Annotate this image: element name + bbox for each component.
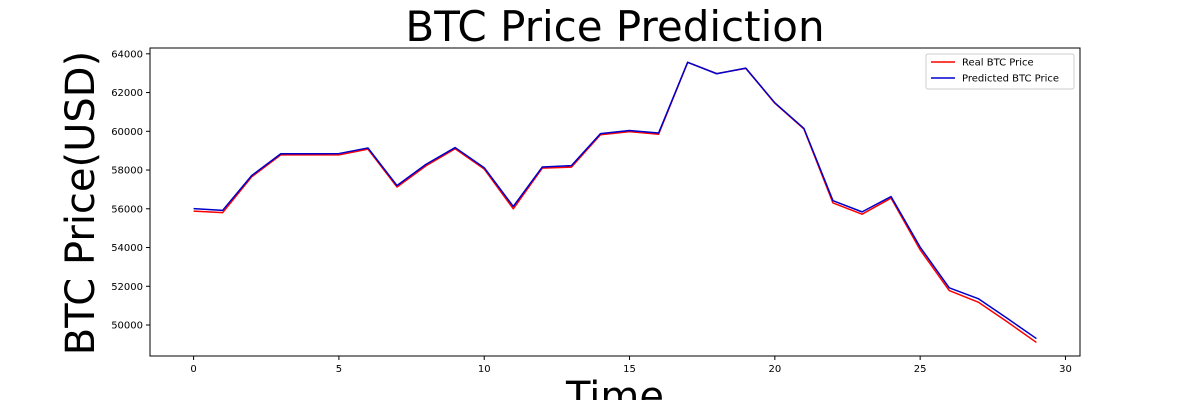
y-axis-title: BTC Price(USD)	[58, 51, 104, 355]
x-tick-label: 0	[190, 364, 196, 375]
axis-ticks: 0 5 10 15 20 25 30 50000 52000 54000 56000 58000 600…	[111, 49, 1072, 375]
legend-label-real: Real BTC Price	[962, 58, 1034, 69]
y-tick-label: 58000	[111, 166, 143, 177]
x-tick-label: 25	[914, 364, 927, 375]
x-axis-title: Time	[565, 374, 664, 400]
y-tick-label: 60000	[111, 127, 143, 138]
series-line-predicted	[193, 61, 1037, 340]
y-tick-label: 62000	[111, 88, 143, 99]
plot-frame	[149, 47, 1081, 357]
x-tick-label: 15	[623, 364, 636, 375]
legend: Real BTC Price Predicted BTC Price	[925, 53, 1075, 90]
x-tick-label: 10	[478, 364, 491, 375]
x-tick-label: 20	[768, 364, 781, 375]
y-tick-label: 54000	[111, 243, 143, 254]
legend-box	[925, 53, 1075, 90]
series-lines	[193, 61, 1037, 344]
x-tick-label: 5	[336, 364, 342, 375]
y-tick-label: 64000	[111, 49, 143, 60]
series-line-real	[193, 61, 1037, 344]
y-tick-label: 52000	[111, 282, 143, 293]
y-tick-label: 50000	[111, 321, 143, 332]
x-tick-label: 30	[1059, 364, 1072, 375]
chart-title: BTC Price Prediction	[405, 2, 824, 51]
y-tick-label: 56000	[111, 204, 143, 215]
legend-label-predicted: Predicted BTC Price	[962, 74, 1059, 85]
